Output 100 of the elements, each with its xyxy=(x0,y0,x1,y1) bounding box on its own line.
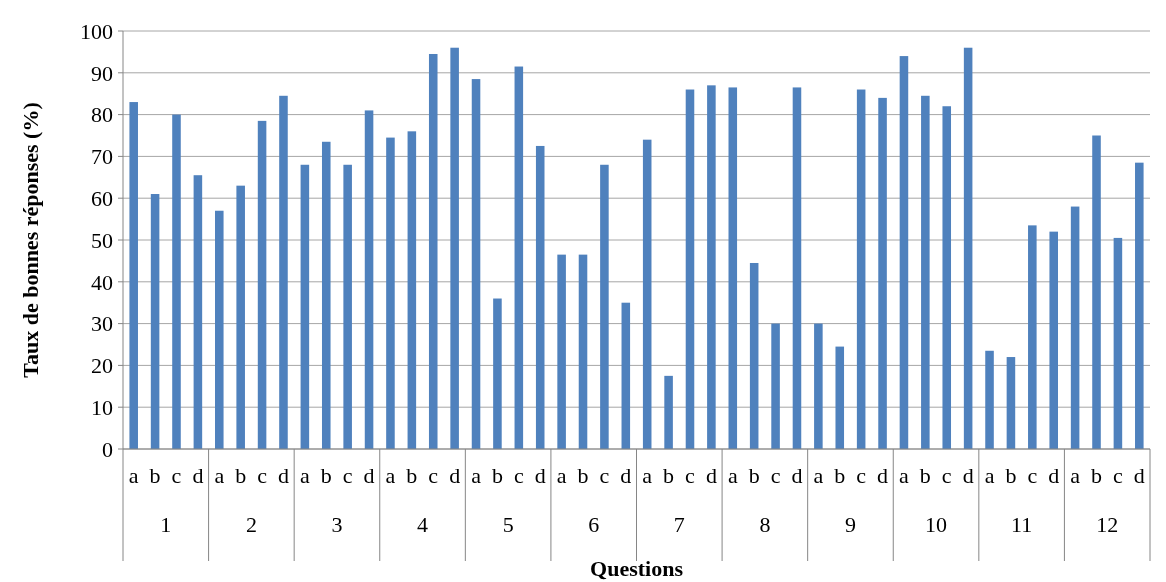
bar xyxy=(471,79,481,449)
text: b xyxy=(235,463,247,488)
x-tick-label: 8 xyxy=(759,512,771,537)
bar xyxy=(878,97,887,449)
bar xyxy=(407,131,417,449)
bar xyxy=(707,85,716,449)
bar xyxy=(1049,231,1058,449)
bar xyxy=(835,346,845,449)
series-label: a xyxy=(642,463,653,488)
y-tick-label: 10 xyxy=(91,394,113,420)
bar xyxy=(792,87,802,449)
text: d xyxy=(877,463,889,488)
text: c xyxy=(257,463,267,488)
bar xyxy=(1135,162,1144,449)
bar xyxy=(257,120,267,449)
bar xyxy=(279,95,288,449)
bar xyxy=(1113,237,1123,449)
x-axis-title: Questions xyxy=(590,556,684,581)
text: a xyxy=(813,463,824,488)
text: b xyxy=(491,463,503,488)
bar xyxy=(557,254,566,449)
bar xyxy=(600,164,609,449)
bar xyxy=(450,47,459,449)
text: b xyxy=(406,463,418,488)
bar xyxy=(236,185,245,449)
x-tick-label: 12 xyxy=(1096,512,1119,537)
text: a xyxy=(214,463,225,488)
bar xyxy=(150,194,160,449)
bar xyxy=(1028,225,1037,449)
series-label: b xyxy=(748,463,760,488)
text: c xyxy=(941,463,952,488)
bar xyxy=(1092,135,1101,449)
bar xyxy=(921,95,930,449)
bar xyxy=(728,87,738,449)
bar xyxy=(386,137,395,449)
text: a xyxy=(727,463,738,488)
text: c xyxy=(342,463,353,488)
bar xyxy=(428,53,438,449)
x-tick-label: 1 xyxy=(160,512,172,537)
y-tick-label: 100 xyxy=(80,18,113,44)
text: d xyxy=(791,463,803,488)
y-tick-label: 40 xyxy=(91,269,113,295)
y-tick-label: 90 xyxy=(91,60,113,86)
text: c xyxy=(599,463,610,488)
text: b xyxy=(1091,463,1103,488)
bar xyxy=(621,302,631,449)
text: b xyxy=(577,463,589,488)
x-tick-label: 6 xyxy=(588,512,600,537)
bar xyxy=(321,141,331,449)
text: d xyxy=(363,463,375,488)
text: b xyxy=(919,463,931,488)
text: c xyxy=(428,463,439,488)
y-tick-label: 0 xyxy=(102,436,113,462)
bar xyxy=(685,89,695,449)
bar xyxy=(899,56,909,449)
text: c xyxy=(856,463,867,488)
text: c xyxy=(770,463,781,488)
text: c xyxy=(685,463,695,488)
bar xyxy=(1006,357,1016,449)
text: a xyxy=(556,463,567,488)
y-tick-label: 30 xyxy=(91,311,113,337)
text: d xyxy=(705,463,717,488)
x-tick-label: 10 xyxy=(925,512,948,537)
text: d xyxy=(1133,463,1145,488)
bar xyxy=(343,164,352,449)
text: a xyxy=(899,463,909,488)
series-label: d xyxy=(620,463,632,488)
y-tick-label: 50 xyxy=(91,227,113,253)
y-tick-label: 20 xyxy=(91,353,113,379)
text: a xyxy=(471,463,481,488)
text: b xyxy=(834,463,846,488)
bar xyxy=(172,114,181,449)
bar xyxy=(664,375,673,449)
x-tick-label: 9 xyxy=(844,512,856,537)
bar xyxy=(193,175,203,449)
y-tick-label: 80 xyxy=(91,102,113,128)
x-tick-label: 7 xyxy=(673,512,685,537)
text: b xyxy=(1005,463,1017,488)
text: c xyxy=(171,463,182,488)
y-tick-label: 70 xyxy=(91,144,113,170)
text: b xyxy=(663,463,675,488)
bar xyxy=(129,102,138,449)
bar xyxy=(985,350,994,449)
bar xyxy=(300,164,310,449)
text: d xyxy=(277,463,289,488)
text: a xyxy=(984,463,995,488)
text: a xyxy=(128,463,139,488)
text: b xyxy=(149,463,161,488)
y-axis-title: Taux de bonnes réponses (%) xyxy=(18,102,43,378)
text: d xyxy=(534,463,546,488)
bar xyxy=(1070,206,1080,449)
x-tick-label: 11 xyxy=(1011,512,1033,537)
text: a xyxy=(299,463,310,488)
text: d xyxy=(962,463,974,488)
bar xyxy=(493,298,502,449)
bar xyxy=(364,110,374,449)
bar xyxy=(814,323,823,449)
text: a xyxy=(385,463,396,488)
x-tick-label: 3 xyxy=(331,512,343,537)
x-tick-label: 4 xyxy=(417,512,429,537)
